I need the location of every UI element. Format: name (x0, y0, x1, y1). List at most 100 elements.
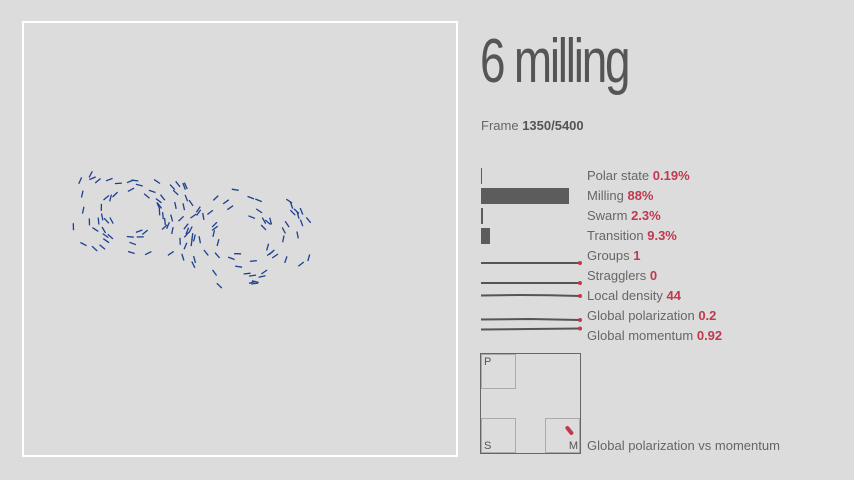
agent (163, 217, 166, 225)
stragglers-label: Stragglers 0 (587, 268, 658, 283)
milling-label: Milling 88% (587, 188, 654, 203)
agent (127, 187, 135, 192)
agent (216, 239, 220, 247)
phase-trace (565, 426, 574, 435)
agent (107, 233, 114, 240)
agent (103, 195, 110, 201)
agent (234, 265, 243, 268)
agent (268, 249, 275, 255)
agent (159, 194, 166, 201)
agent (231, 188, 239, 191)
agent (226, 205, 234, 211)
agent (284, 256, 288, 264)
agent (296, 231, 299, 239)
agent (281, 227, 287, 234)
agent (299, 207, 304, 215)
agent (129, 241, 137, 246)
agent (222, 199, 230, 205)
polar-state-bar (481, 168, 482, 184)
agent (80, 190, 84, 198)
agent (191, 261, 196, 269)
agent (153, 179, 161, 185)
local-density-sparkline (480, 293, 582, 298)
agent (101, 226, 107, 234)
agent (211, 225, 219, 231)
agent (211, 221, 218, 228)
agent (156, 202, 161, 210)
polar-state-label: Polar state 0.19% (587, 168, 690, 183)
agent (97, 217, 100, 225)
agent (192, 255, 197, 264)
agent (183, 182, 188, 190)
agent (185, 227, 190, 235)
agent (248, 274, 257, 277)
agent (143, 193, 150, 199)
milling-region (545, 418, 580, 453)
agent (190, 239, 193, 247)
agent (188, 226, 193, 233)
agent (297, 261, 305, 267)
agent (175, 180, 181, 188)
agent (285, 198, 293, 204)
groups-sparkline (481, 261, 582, 265)
groups-label: Groups 1 (587, 248, 641, 263)
agent (91, 245, 98, 252)
agent (269, 217, 273, 225)
agent (255, 198, 263, 203)
agent (171, 226, 174, 235)
frame-label: Frame (481, 118, 519, 133)
agent (196, 209, 202, 216)
agent (211, 269, 218, 276)
global-momentum-label: Global momentum 0.92 (587, 328, 723, 343)
agent (92, 227, 99, 232)
agent (94, 178, 102, 184)
agent (183, 231, 190, 238)
agent (99, 244, 106, 250)
agent (258, 275, 266, 278)
agent (88, 171, 93, 178)
agent (251, 282, 259, 285)
stragglers-sparkline (481, 281, 582, 285)
agent (293, 208, 300, 214)
agent (141, 229, 149, 236)
agent (227, 256, 235, 261)
agent (178, 215, 185, 222)
agent (109, 217, 114, 224)
agent (305, 216, 312, 224)
frame-counter: Frame 1350/5400 (481, 118, 584, 133)
agent (105, 177, 113, 182)
corner-m: M (568, 440, 578, 452)
agent (169, 184, 176, 191)
swarm-region (481, 418, 516, 453)
agent (126, 235, 134, 238)
agent (261, 217, 267, 225)
transition-bar (481, 228, 490, 244)
agent (289, 209, 296, 216)
simulation-canvas (22, 21, 458, 457)
agent (161, 224, 168, 230)
agent (135, 183, 143, 187)
agent (182, 182, 186, 190)
agent (296, 211, 300, 219)
agent (127, 250, 135, 255)
agent (265, 243, 270, 251)
agent (212, 195, 219, 201)
agent (135, 229, 143, 234)
corner-p: P (484, 356, 492, 368)
phase-plot: P S M (480, 353, 581, 454)
agent (183, 242, 188, 250)
agent (255, 208, 263, 214)
corner-s: S (484, 440, 492, 452)
agent (247, 195, 255, 200)
frame-value: 1350/5400 (522, 118, 584, 133)
agent (307, 254, 311, 262)
agent (289, 201, 294, 209)
agent (216, 282, 223, 289)
agent (249, 259, 257, 263)
agent (126, 179, 134, 184)
agent (80, 241, 87, 247)
agents-layer (72, 171, 312, 289)
agent (243, 272, 251, 275)
agent (102, 238, 110, 244)
swarm-label: Swarm 2.3% (587, 208, 661, 223)
